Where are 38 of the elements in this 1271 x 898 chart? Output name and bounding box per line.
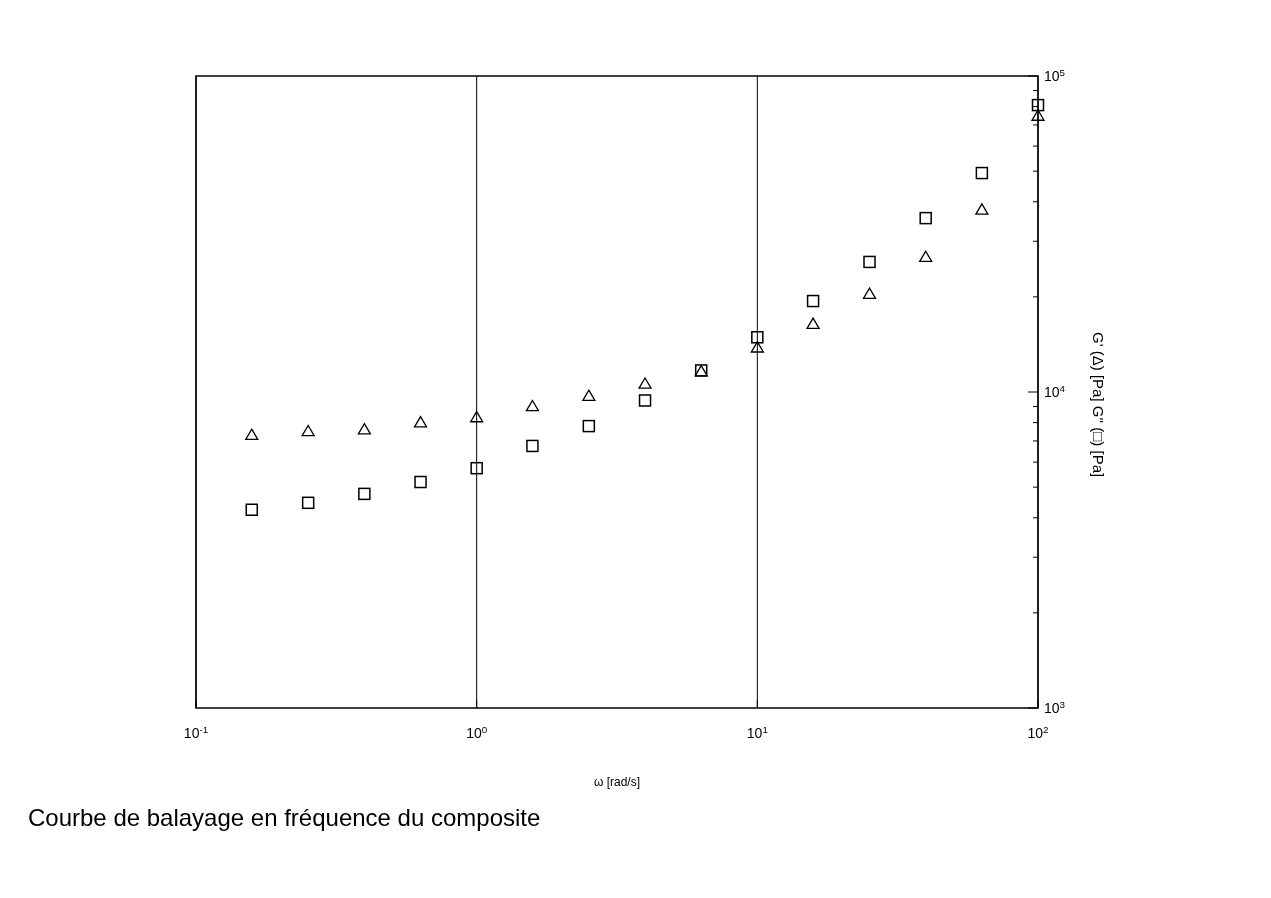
point [751,331,764,344]
point [638,377,652,389]
point [1031,98,1045,112]
point [638,394,652,407]
point [413,415,428,428]
point [414,475,427,489]
point [301,496,315,510]
y-tick-label: 10$^{3}$ [1044,698,1066,716]
point [470,410,484,423]
point [863,255,876,269]
y-tick-label: 10$^{5}$ [1044,66,1066,84]
y-axis-title: G' (Δ) [Pa] G'' (□) [Pa] [1090,332,1107,478]
point [919,250,933,263]
point [470,461,483,475]
point [525,399,540,412]
point [582,389,596,402]
point [806,294,820,308]
x-tick-label: 10$^{1}$ [746,723,768,741]
point [245,503,259,516]
point [301,424,315,437]
point [582,419,596,433]
point [1031,109,1045,121]
point [919,211,932,225]
point [975,203,989,215]
point [245,428,259,441]
x-tick-label: 10$^{2}$ [1027,723,1049,741]
text: Courbe de balayage en fréquence du composite [28,804,541,831]
x-tick-label: 10$^{-1}$ [183,723,209,741]
point [358,487,371,501]
point [357,423,372,435]
y-tick-label: 10$^{4}$ [1044,382,1066,400]
point [750,341,764,353]
x-tick-label: 10$^{0}$ [466,723,488,741]
point [975,166,989,180]
point [526,439,539,453]
x-axis-title: ω [rad/s] [593,775,641,789]
point [806,317,820,329]
point [862,287,877,300]
